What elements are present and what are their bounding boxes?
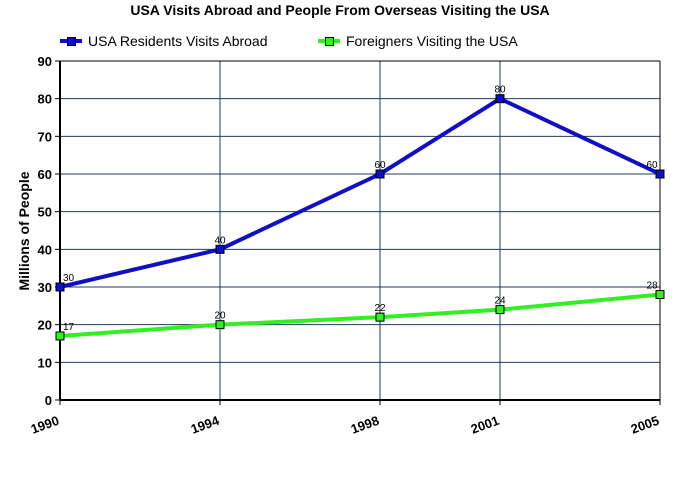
- data-point-marker: [375, 312, 385, 322]
- data-point-marker: [215, 244, 225, 254]
- y-tick-label: 0: [45, 393, 52, 408]
- legend-item-foreigners: Foreigners Visiting the USA: [318, 32, 518, 50]
- y-tick-label: 30: [38, 280, 52, 295]
- legend-swatch-foreigners: [318, 35, 340, 47]
- y-tick-label: 50: [38, 205, 52, 220]
- legend-item-usa-residents: USA Residents Visits Abroad: [60, 32, 268, 50]
- series-line-1: [59, 292, 661, 338]
- data-point-marker: [215, 320, 225, 330]
- data-label: 17: [63, 322, 75, 333]
- data-point-marker: [375, 169, 385, 179]
- data-label: 80: [494, 85, 506, 96]
- data-point-marker: [495, 305, 505, 315]
- y-tick-label: 90: [38, 54, 52, 69]
- x-tick-label: 1998: [349, 413, 381, 437]
- data-point-marker: [655, 169, 665, 179]
- y-tick-label: 80: [38, 92, 52, 107]
- data-label: 22: [374, 303, 386, 314]
- data-label: 30: [63, 273, 75, 284]
- data-label: 28: [646, 281, 658, 292]
- legend-label-usa-residents: USA Residents Visits Abroad: [88, 33, 268, 49]
- legend-label-foreigners: Foreigners Visiting the USA: [346, 33, 518, 49]
- data-label: 40: [214, 235, 226, 246]
- data-label: 20: [214, 311, 226, 322]
- data-point-marker: [655, 290, 665, 300]
- y-tick-label: 10: [38, 355, 52, 370]
- x-tick-label: 1994: [189, 412, 222, 436]
- x-tick-label: 2001: [469, 413, 501, 437]
- data-point-marker: [495, 94, 505, 104]
- y-tick-label: 40: [38, 242, 52, 257]
- y-tick-label: 60: [38, 167, 52, 182]
- y-tick-label: 70: [38, 129, 52, 144]
- x-tick-label: 2005: [629, 413, 661, 437]
- y-tick-label: 20: [38, 318, 52, 333]
- data-point-marker: [55, 282, 65, 292]
- legend-swatch-usa-residents: [60, 35, 82, 47]
- series-line-0: [59, 96, 661, 289]
- chart-title: USA Visits Abroad and People From Overse…: [130, 2, 550, 18]
- data-label: 60: [646, 160, 658, 171]
- data-label: 60: [374, 160, 386, 171]
- data-label: 24: [494, 296, 506, 307]
- x-tick-label: 1990: [29, 413, 61, 437]
- data-point-marker: [55, 331, 65, 341]
